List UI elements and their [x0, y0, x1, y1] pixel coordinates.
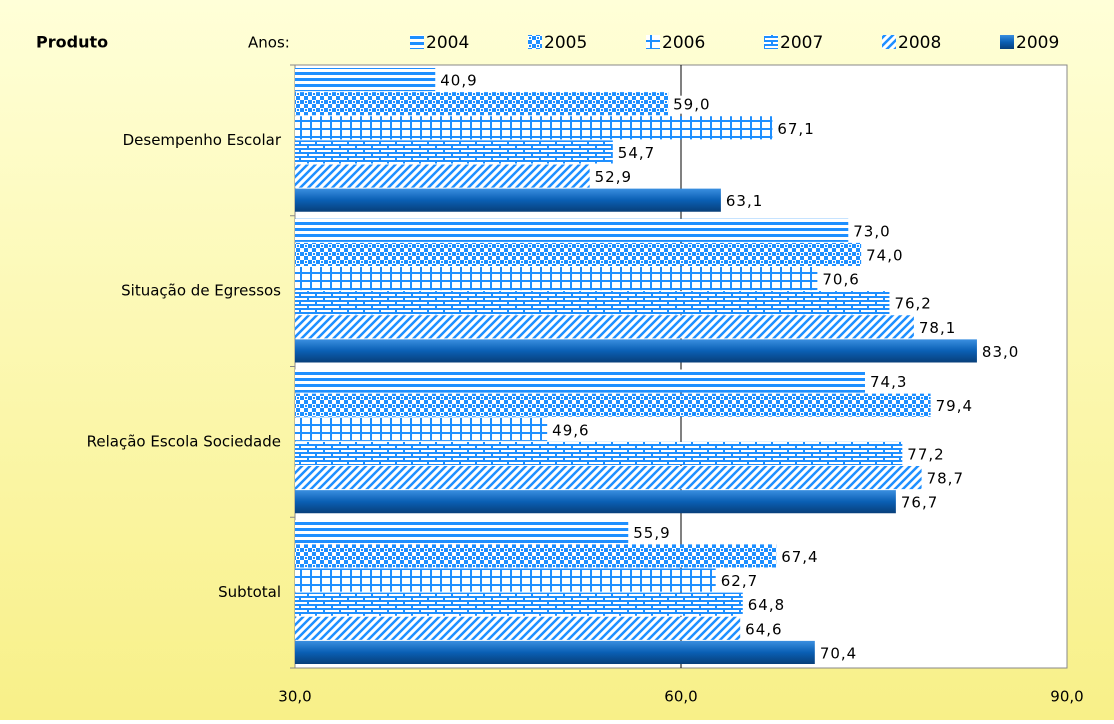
- bar: [295, 242, 862, 266]
- value-label: 55,9: [633, 524, 670, 542]
- value-label-bg: [933, 397, 976, 416]
- value-label-bg: [779, 547, 821, 566]
- value-label-bg: [718, 572, 761, 591]
- bar: [295, 291, 890, 315]
- legend-label: 2005: [544, 33, 587, 53]
- value-label: 64,6: [745, 620, 782, 638]
- legend-label: 2006: [662, 33, 705, 53]
- bar: [295, 116, 773, 140]
- bar: [295, 441, 903, 465]
- value-label-bg: [905, 445, 947, 464]
- bar: [295, 369, 865, 393]
- bar: [295, 520, 629, 544]
- y-tick-label: Subtotal: [218, 583, 281, 601]
- y-tick-label: Situação de Egressos: [121, 282, 281, 300]
- legend-label: 2007: [780, 33, 823, 53]
- value-label: 73,0: [853, 222, 890, 240]
- value-label-bg: [775, 119, 817, 138]
- value-label: 49,6: [552, 421, 589, 439]
- value-label-bg: [550, 421, 592, 440]
- value-label: 78,1: [919, 319, 956, 337]
- value-label: 77,2: [907, 445, 944, 463]
- value-label-bg: [924, 469, 967, 488]
- x-tick-label: 60,0: [664, 688, 697, 706]
- bar: [295, 490, 896, 514]
- bar: [295, 164, 590, 188]
- y-tick-label: Relação Escola Sociedade: [87, 432, 281, 450]
- bar: [295, 640, 815, 664]
- value-label: 79,4: [936, 397, 973, 415]
- value-label-bg: [631, 523, 673, 542]
- bar: [295, 544, 777, 568]
- bar: [295, 568, 716, 592]
- legend-swatch: [646, 35, 660, 49]
- value-label-bg: [898, 493, 941, 512]
- value-label: 62,7: [721, 572, 758, 590]
- value-label-bg: [745, 596, 788, 615]
- value-label-bg: [615, 143, 658, 162]
- value-label: 64,8: [748, 596, 785, 614]
- value-label: 52,9: [595, 168, 632, 186]
- bar: [295, 393, 931, 417]
- value-label-bg: [592, 168, 635, 187]
- value-label-bg: [820, 270, 862, 289]
- value-label: 54,7: [618, 144, 655, 162]
- y-title: Produto: [36, 33, 108, 52]
- legend-swatch: [1000, 35, 1014, 49]
- bar: [295, 267, 818, 291]
- legend-label: 2009: [1016, 33, 1059, 53]
- bar: [295, 616, 741, 640]
- legend-swatch: [882, 35, 896, 49]
- legend-label: 2008: [898, 33, 941, 53]
- x-tick-label: 30,0: [278, 688, 311, 706]
- bar: [295, 68, 436, 92]
- value-label-bg: [817, 644, 860, 663]
- value-label: 74,0: [866, 246, 903, 264]
- value-label-bg: [671, 95, 713, 114]
- bar: [295, 592, 743, 616]
- value-label: 74,3: [870, 373, 907, 391]
- bar: [295, 466, 922, 490]
- value-label: 59,0: [673, 96, 710, 114]
- value-label: 83,0: [982, 343, 1019, 361]
- value-label: 40,9: [440, 72, 477, 90]
- bar: [295, 218, 849, 242]
- legend-swatch: [410, 35, 424, 49]
- x-tick-label: 90,0: [1050, 688, 1083, 706]
- value-label-bg: [851, 222, 893, 241]
- bar: [295, 315, 914, 339]
- y-tick-label: Desempenho Escolar: [123, 131, 282, 149]
- bar: [295, 188, 721, 212]
- bar: [295, 339, 977, 363]
- legend-label: 2004: [426, 33, 469, 53]
- bar: [295, 140, 613, 164]
- value-label: 76,7: [901, 494, 938, 512]
- value-label: 78,7: [927, 470, 964, 488]
- value-label: 67,4: [781, 548, 818, 566]
- value-label: 63,1: [726, 192, 763, 210]
- value-label-bg: [979, 342, 1022, 361]
- value-label-bg: [743, 620, 785, 639]
- legend-swatch: [528, 35, 542, 49]
- value-label-bg: [438, 71, 480, 90]
- value-label: 70,4: [820, 644, 857, 662]
- value-label-bg: [916, 318, 959, 337]
- value-label: 67,1: [777, 120, 814, 138]
- value-label: 76,2: [894, 295, 931, 313]
- bar: [295, 92, 669, 116]
- value-label-bg: [864, 246, 906, 265]
- value-label: 70,6: [822, 271, 859, 289]
- value-label-bg: [867, 373, 910, 392]
- bar: [295, 417, 548, 441]
- value-label-bg: [723, 192, 766, 211]
- legend-swatch: [764, 35, 778, 49]
- legend-title: Anos:: [248, 34, 290, 52]
- value-label-bg: [892, 294, 934, 313]
